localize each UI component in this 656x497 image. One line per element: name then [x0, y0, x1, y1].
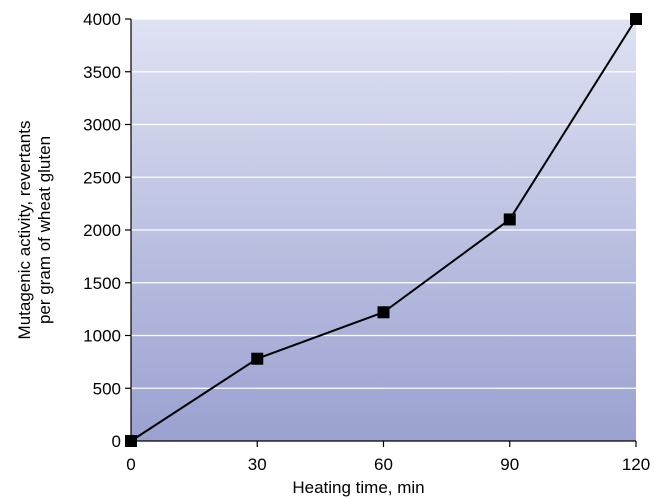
y-tick-label-3: 1500	[83, 274, 121, 293]
series	[125, 13, 642, 447]
data-point-3	[503, 213, 516, 226]
data-point-2	[377, 306, 390, 319]
y-axis-title-line-1: Mutagenic activity, revertants	[15, 121, 34, 340]
y-axis-title-line-2: per gram of wheat gluten	[35, 136, 54, 324]
data-point-4	[630, 13, 642, 25]
y-tick-label-6: 3000	[83, 116, 121, 135]
x-tick-label-0: 0	[126, 455, 135, 474]
y-tick-label-8: 4000	[83, 10, 121, 29]
y-tick-label-1: 500	[93, 379, 121, 398]
y-tick-label-7: 3500	[83, 63, 121, 82]
x-tick-label-3: 90	[500, 455, 519, 474]
gridlines	[131, 18, 636, 389]
x-tick-label-4: 120	[622, 455, 650, 474]
data-point-0	[125, 435, 137, 447]
x-tick-label-2: 60	[374, 455, 393, 474]
x-tick-labels: 0 30 60 90 120	[126, 455, 650, 474]
y-tick-label-0: 0	[112, 432, 121, 451]
y-tick-label-4: 2000	[83, 221, 121, 240]
y-tick-labels: 0 500 1000 1500 2000 2500 3000 3500 4000	[83, 10, 121, 451]
y-axis-title: Mutagenic activity, revertants per gram …	[15, 121, 54, 340]
data-point-1	[251, 352, 264, 365]
y-tick-label-5: 2500	[83, 168, 121, 187]
x-tick-label-1: 30	[248, 455, 267, 474]
y-tick-label-2: 1000	[83, 327, 121, 346]
x-axis-title: Heating time, min	[292, 478, 424, 497]
